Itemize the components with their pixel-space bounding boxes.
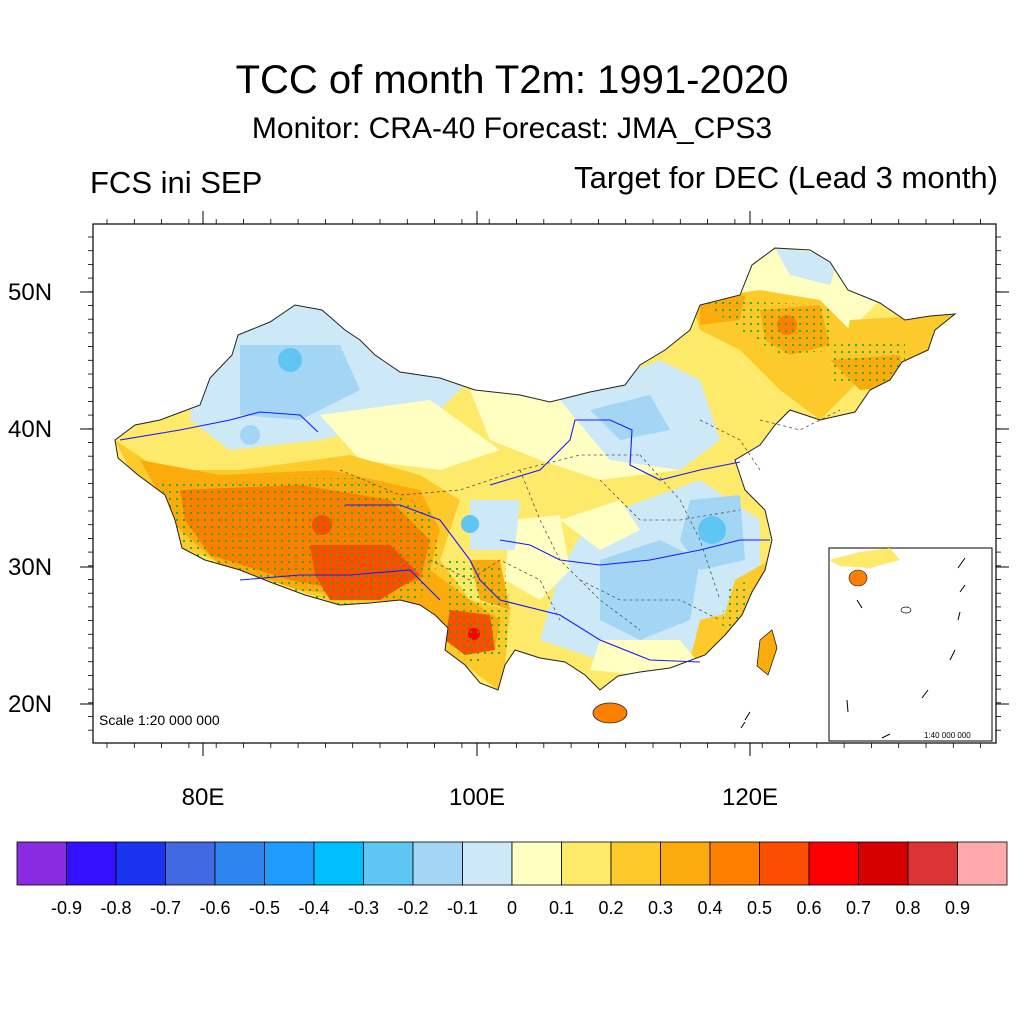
colorbar-tick-label: 0.6	[796, 898, 821, 918]
rivers	[119, 411, 770, 663]
lat-label-40n: 40N	[8, 416, 52, 443]
colorbar-swatch	[907, 841, 958, 886]
colorbar-tick-label: -0.5	[249, 898, 280, 918]
colorbar-tick-label: 0	[507, 898, 517, 918]
colorbar-swatch	[858, 841, 909, 886]
colorbar-swatch	[511, 841, 562, 886]
colorbar-tick-label: 0.4	[697, 898, 722, 918]
lat-label-30n: 30N	[8, 554, 52, 581]
colorbar-tick-label: -0.9	[51, 898, 82, 918]
colorbar-swatch	[561, 841, 612, 886]
colorbar-tick-label: 0.8	[895, 898, 920, 918]
colorbar-swatch	[808, 841, 859, 886]
map-subtitle: Monitor: CRA-40 Forecast: JMA_CPS3	[251, 112, 773, 145]
lon-label-120e: 120E	[722, 784, 778, 811]
colorbar-swatch	[313, 841, 364, 886]
south-sea-mark	[740, 711, 751, 729]
colorbar-swatch	[363, 841, 414, 886]
colorbar-tick-label: -0.6	[199, 898, 230, 918]
map-title: TCC of month T2m: 1991-2020	[235, 58, 789, 102]
target-label: Target for DEC (Lead 3 month)	[574, 160, 998, 195]
taiwan-island	[756, 629, 778, 676]
colorbar-tick-label: -0.2	[397, 898, 428, 918]
inset-map	[828, 547, 993, 742]
colorbar-tick-label: 0.5	[747, 898, 772, 918]
lon-label-100e: 100E	[449, 784, 505, 811]
colorbar-tick-label: -0.4	[298, 898, 329, 918]
colorbar-swatch	[66, 841, 117, 886]
lat-label-20n: 20N	[8, 691, 52, 718]
colorbar-swatch	[610, 841, 661, 886]
colorbar-swatch	[412, 841, 463, 886]
colorbar-tick-label: -0.3	[348, 898, 379, 918]
colorbar-labels: -0.9 -0.8 -0.7 -0.6 -0.5 -0.4 -0.3 -0.2 -0.1 0 0.1…	[51, 898, 970, 918]
colorbar-tick-label: 0.1	[549, 898, 574, 918]
colorbar-tick-label: -0.1	[447, 898, 478, 918]
inset-scale-label: 1:40 000 000	[924, 731, 971, 740]
lat-label-50n: 50N	[8, 279, 52, 306]
hainan-island	[592, 702, 628, 724]
colorbar-swatch	[16, 841, 67, 886]
colorbar-tick-label: 0.3	[648, 898, 673, 918]
province-boundaries	[339, 409, 841, 631]
colorbar-swatch	[759, 841, 810, 886]
colorbar-swatch	[115, 841, 166, 886]
colorbar-swatch	[165, 841, 216, 886]
colorbar	[16, 841, 1008, 886]
colorbar-swatch	[660, 841, 711, 886]
scale-label: Scale 1:20 000 000	[99, 712, 220, 728]
colorbar-tick-label: 0.2	[598, 898, 623, 918]
colorbar-tick-label: -0.7	[150, 898, 181, 918]
longitude-ticks	[202, 211, 751, 756]
lon-label-80e: 80E	[182, 784, 225, 811]
colorbar-tick-label: -0.8	[100, 898, 131, 918]
minor-ticks	[88, 219, 1001, 748]
initialization-label: FCS ini SEP	[90, 165, 263, 200]
colorbar-swatch	[957, 841, 1008, 886]
colorbar-tick-label: 0.9	[945, 898, 970, 918]
colorbar-swatch	[709, 841, 760, 886]
colorbar-swatch	[462, 841, 513, 886]
colorbar-tick-label: 0.7	[846, 898, 871, 918]
colorbar-swatch	[264, 841, 315, 886]
colorbar-swatch	[214, 841, 265, 886]
